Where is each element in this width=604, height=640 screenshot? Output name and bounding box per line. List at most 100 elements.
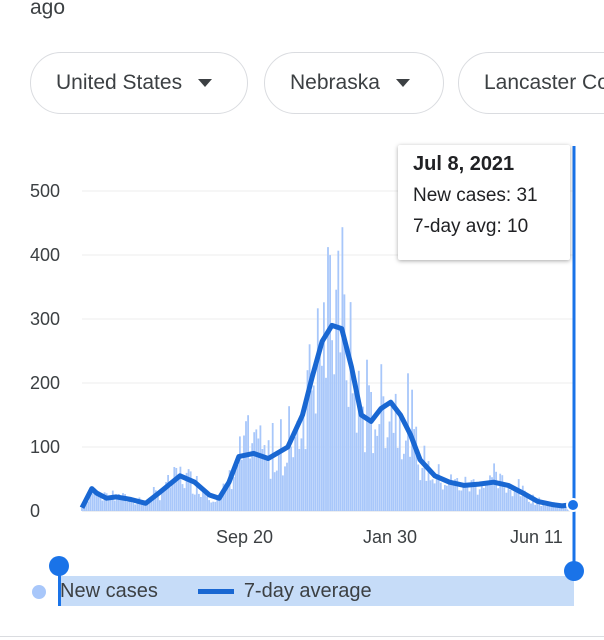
range-start-handle[interactable] xyxy=(49,556,69,576)
new-cases-bar xyxy=(226,487,229,511)
new-cases-bar xyxy=(189,471,192,511)
new-cases-bar xyxy=(337,250,340,511)
new-cases-bar xyxy=(419,480,422,511)
new-cases-bar xyxy=(347,406,350,511)
new-cases-bar xyxy=(476,494,479,511)
new-cases-bar xyxy=(212,501,215,511)
new-cases-bar xyxy=(448,484,450,511)
county-filter[interactable]: Lancaster Co xyxy=(458,52,604,114)
new-cases-bar xyxy=(113,500,116,511)
chevron-down-icon xyxy=(198,79,213,87)
new-cases-bar xyxy=(548,504,551,511)
new-cases-bar xyxy=(474,485,477,511)
new-cases-bar xyxy=(253,432,256,511)
new-cases-bar xyxy=(195,476,198,511)
new-cases-bar xyxy=(308,344,311,511)
new-cases-bar xyxy=(321,365,323,511)
new-cases-bar xyxy=(157,491,159,511)
range-end-handle[interactable] xyxy=(564,561,584,581)
new-cases-bar xyxy=(204,493,206,511)
new-cases-bar xyxy=(427,461,430,511)
new-cases-bar xyxy=(159,500,161,511)
new-cases-bar xyxy=(99,494,102,511)
new-cases-bar xyxy=(394,393,397,511)
new-cases-bar xyxy=(282,475,284,511)
new-cases-bar xyxy=(200,497,202,511)
new-cases-bar xyxy=(316,308,319,511)
new-cases-bar xyxy=(513,491,516,511)
range-selector-band[interactable] xyxy=(59,576,574,606)
new-cases-bar xyxy=(312,385,315,511)
cases-chart: 0 100 200 300 400 500 Sep 20 Jan 30 Jun … xyxy=(30,146,580,570)
new-cases-bar xyxy=(191,493,194,511)
new-cases-bar xyxy=(249,458,251,511)
new-cases-bar xyxy=(398,415,401,511)
new-cases-bar xyxy=(452,482,454,511)
new-cases-bar xyxy=(208,500,210,511)
new-cases-bar xyxy=(257,438,260,511)
new-cases-bar xyxy=(380,364,383,511)
new-cases-bar xyxy=(458,490,461,511)
new-cases-bar xyxy=(349,302,352,511)
new-cases-bar xyxy=(353,376,356,511)
new-cases-bar xyxy=(323,302,325,511)
new-cases-bar xyxy=(521,485,524,511)
new-cases-bar xyxy=(390,401,393,511)
new-cases-bar xyxy=(511,496,514,511)
new-cases-bar xyxy=(134,504,137,511)
new-cases-bar xyxy=(247,415,249,511)
new-cases-bar xyxy=(415,426,418,511)
new-cases-bar xyxy=(300,438,303,511)
new-cases-bar xyxy=(148,497,151,511)
new-cases-bar xyxy=(161,493,163,511)
new-cases-bar xyxy=(150,501,153,511)
tooltip-date: Jul 8, 2021 xyxy=(413,153,515,175)
new-cases-bar xyxy=(466,485,469,511)
new-cases-bar xyxy=(284,466,286,511)
new-cases-bar xyxy=(101,500,104,511)
new-cases-bar xyxy=(165,482,167,511)
new-cases-bar xyxy=(327,247,329,511)
y-tick-label: 200 xyxy=(30,373,60,393)
new-cases-bar xyxy=(546,503,549,511)
chart-legend: New cases 7-day average xyxy=(32,580,372,603)
new-cases-bar xyxy=(163,491,165,511)
new-cases-bar xyxy=(497,488,500,511)
new-cases-bar xyxy=(136,501,139,511)
new-cases-bar xyxy=(532,494,534,511)
country-filter[interactable]: United States xyxy=(30,52,248,114)
new-cases-bar xyxy=(146,503,149,511)
new-cases-bar xyxy=(499,473,502,511)
new-cases-bar xyxy=(372,453,374,511)
state-filter[interactable]: Nebraska xyxy=(264,52,444,114)
new-cases-bar xyxy=(107,498,110,511)
new-cases-bar xyxy=(243,435,245,511)
new-cases-bar xyxy=(489,475,491,511)
new-cases-bar xyxy=(411,389,413,511)
new-cases-bar xyxy=(364,452,366,511)
new-cases-bar xyxy=(456,478,459,511)
new-cases-bar xyxy=(122,493,124,511)
new-cases-bar xyxy=(169,487,172,511)
new-cases-legend-label: New cases xyxy=(60,580,158,602)
new-cases-bar xyxy=(167,475,169,511)
new-cases-bar xyxy=(314,413,317,511)
county-filter-label: Lancaster Co xyxy=(484,71,604,94)
state-filter-label: Nebraska xyxy=(290,71,380,94)
divider xyxy=(0,636,604,637)
header-text: ago xyxy=(30,0,66,19)
new-cases-bar xyxy=(331,340,333,511)
new-cases-bar xyxy=(505,492,508,511)
new-cases-bar xyxy=(400,459,403,511)
new-cases-bar xyxy=(87,501,90,511)
new-cases-bar xyxy=(261,449,264,511)
new-cases-bar xyxy=(444,484,446,511)
new-cases-bar xyxy=(450,474,452,511)
new-cases-bar xyxy=(478,489,481,511)
chevron-down-icon xyxy=(395,79,410,87)
new-cases-bar xyxy=(105,493,108,511)
new-cases-bar xyxy=(95,492,98,511)
new-cases-bar xyxy=(530,503,532,511)
new-cases-bar xyxy=(140,502,143,511)
new-cases-bar xyxy=(269,478,272,511)
